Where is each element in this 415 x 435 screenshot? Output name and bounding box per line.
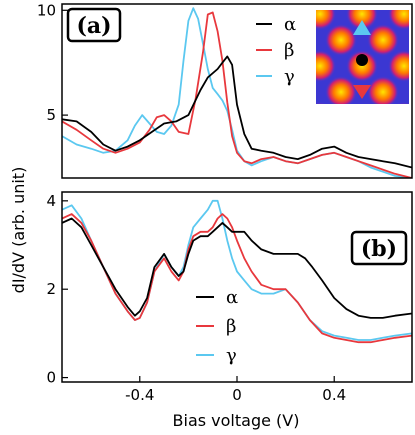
- panel-a: 5 10 (a) αβγ: [37, 1, 413, 179]
- inset-stm-map: [316, 10, 409, 104]
- inset-hotspot: [316, 50, 336, 82]
- y-axis-label: dI/dV (arb. unit): [9, 167, 28, 294]
- y-ticks-b: 0 2 4: [46, 192, 68, 387]
- panel-label-b: (b): [350, 230, 408, 266]
- legend-a: αβγ: [256, 14, 296, 87]
- panel-a-frame: [61, 3, 413, 179]
- inset-triangle-down-icon: [353, 85, 371, 99]
- panel-label-a-text: (a): [76, 13, 111, 39]
- inset-triangle-up-icon: [353, 20, 371, 35]
- legend-label: α: [284, 14, 296, 35]
- inset-hotspot: [388, 10, 409, 30]
- plot-area-b: [62, 199, 412, 344]
- legend-b: αβγ: [196, 287, 238, 366]
- series-line-b-1: [62, 213, 412, 344]
- panel-label-a: (a): [66, 7, 122, 43]
- legend-label: γ: [226, 345, 237, 366]
- legend-label: β: [284, 40, 294, 61]
- inset-hotspot: [346, 10, 378, 30]
- legend-label: γ: [284, 66, 295, 87]
- y-tick-label: 0: [46, 369, 56, 387]
- plot-area-a: [62, 7, 412, 178]
- y-tick-label: 2: [46, 280, 56, 298]
- x-tick-label: 0: [232, 386, 242, 404]
- series-line-b-0: [62, 217, 412, 319]
- inset-hotspot: [396, 102, 409, 104]
- y-ticks-a: 5 10: [37, 1, 68, 124]
- panel-label-a-box: [66, 7, 122, 43]
- inset-hotspot: [388, 50, 409, 82]
- series-line-a-0: [62, 55, 412, 169]
- x-tick-label: 0.4: [322, 386, 346, 404]
- x-tick-label: -0.4: [125, 386, 154, 404]
- inset-hotspot: [325, 76, 357, 104]
- y-tick-label: 5: [46, 106, 56, 124]
- panel-label-b-text: (b): [361, 236, 397, 262]
- legend-label: β: [226, 316, 236, 337]
- inset-hotspot: [325, 24, 357, 56]
- inset-hotspot: [367, 76, 399, 104]
- panel-b: 0 2 4 -0.4 0 0.4 (b) αβγ: [46, 191, 413, 404]
- series-line-b-2: [62, 199, 412, 341]
- inset-hotspot: [316, 10, 336, 30]
- inset-dot-icon: [356, 54, 368, 66]
- y-tick-label: 4: [46, 192, 56, 210]
- inset-hotspot: [316, 102, 328, 104]
- x-ticks-b: -0.4 0 0.4: [125, 376, 346, 404]
- inset-hotspot: [367, 24, 399, 56]
- panel-label-b-box: [350, 230, 408, 266]
- x-axis-label: Bias voltage (V): [173, 411, 300, 430]
- series-line-a-1: [62, 11, 412, 178]
- y-tick-label: 10: [37, 1, 56, 19]
- legend-label: α: [226, 287, 238, 308]
